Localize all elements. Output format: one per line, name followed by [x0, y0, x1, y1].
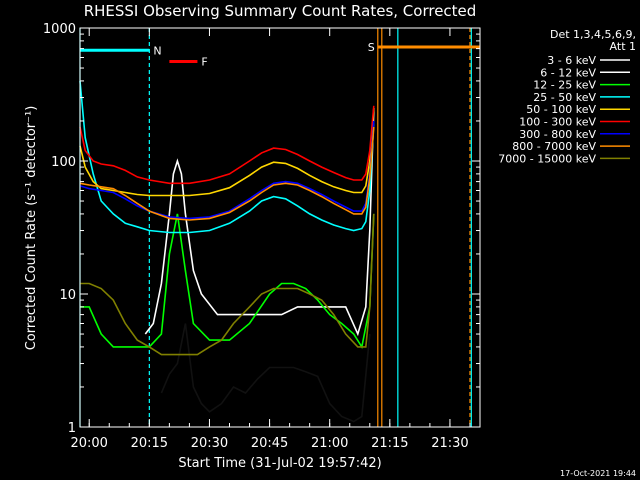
series-line-2: [80, 213, 375, 350]
legend-entry-2: 12 - 25 keV: [533, 79, 596, 92]
time-markers: [79, 28, 472, 427]
series-line-4: [79, 108, 375, 197]
legend-entry-6: 300 - 800 keV: [519, 128, 596, 141]
y-tick-label-0: 1: [68, 421, 76, 436]
legend-header-1: Att 1: [610, 40, 636, 53]
y-tick-label-3: 1000: [43, 22, 76, 37]
legend-entry-4: 50 - 100 keV: [526, 103, 596, 116]
series-line-0: [160, 323, 371, 423]
series-line-3: [79, 80, 375, 234]
series-line-5: [79, 105, 375, 185]
x-tick-label-5: 21:15: [371, 436, 408, 451]
y-axis-label: Corrected Count Rate (s⁻¹ detector⁻¹): [24, 106, 39, 351]
series-line-8: [80, 213, 375, 356]
legend-entry-8: 7000 - 15000 keV: [498, 152, 596, 165]
generation-timestamp: 17-Oct-2021 19:44: [560, 469, 636, 478]
x-tick-label-1: 20:15: [131, 436, 168, 451]
x-tick-label-3: 20:45: [251, 436, 288, 451]
marker-label-N: N: [153, 44, 161, 57]
legend-entry-5: 100 - 300 keV: [519, 116, 596, 129]
legend-entry-0: 3 - 6 keV: [547, 54, 596, 67]
x-tick-label-0: 20:00: [70, 436, 107, 451]
marker-label-F: F: [201, 55, 207, 68]
legend-header-0: Det 1,3,4,5,6,9,: [550, 28, 636, 41]
x-tick-label-2: 20:30: [191, 436, 228, 451]
legend-entry-1: 6 - 12 keV: [540, 66, 596, 79]
legend-entry-3: 25 - 50 keV: [533, 91, 596, 104]
interval-markers: N F S: [80, 41, 480, 68]
series-lines: [79, 80, 375, 423]
series-line-6: [79, 120, 375, 220]
x-tick-label-4: 21:00: [311, 436, 348, 451]
x-axis-label: Start Time (31-Jul-02 19:57:42): [178, 456, 381, 471]
y-axis: 1 10 100 1000: [43, 22, 480, 436]
y-tick-label-1: 10: [59, 288, 76, 303]
x-axis: 20:00 20:15 20:30 20:45 21:00 21:15 21:30: [70, 28, 471, 451]
chart-title: RHESSI Observing Summary Count Rates, Co…: [84, 2, 477, 20]
plot-frame: [79, 27, 481, 428]
legend-entry-7: 800 - 7000 keV: [512, 140, 596, 153]
marker-label-S: S: [368, 41, 375, 54]
series-line-7: [79, 126, 375, 221]
y-tick-label-2: 100: [51, 155, 76, 170]
x-tick-label-6: 21:30: [431, 436, 468, 451]
series-line-1: [144, 108, 375, 337]
